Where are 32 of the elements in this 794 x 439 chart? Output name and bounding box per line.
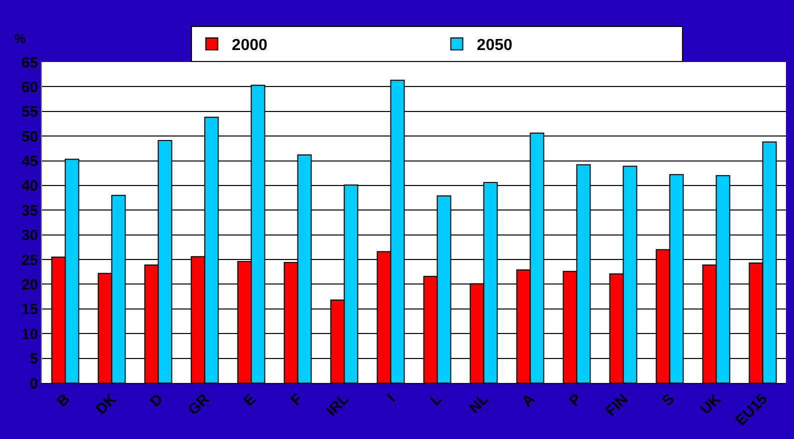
y-tick-label: 35 <box>21 202 38 220</box>
y-tick-label: 0 <box>30 375 38 392</box>
x-tick-label: B <box>54 390 74 410</box>
y-tick-label: 30 <box>21 227 38 244</box>
y-tick-label: 5 <box>30 350 38 368</box>
y-tick-label: 25 <box>21 252 38 269</box>
y-tick-label: 50 <box>21 128 38 146</box>
x-tick-label: A <box>518 390 538 410</box>
x-tick-label: UK <box>697 390 724 418</box>
x-tick-label: D <box>146 390 166 410</box>
x-tick-label: S <box>658 390 678 410</box>
x-tick-label: L <box>426 390 446 410</box>
x-tick-label: NL <box>466 390 492 417</box>
y-tick-label: 20 <box>21 276 38 294</box>
x-tick-label: FIN <box>602 390 632 420</box>
y-axis-title: % <box>14 31 26 46</box>
y-tick-label: 65 <box>21 54 38 72</box>
x-tick-label: I <box>384 390 399 406</box>
legend-label: 2000 <box>232 37 268 54</box>
x-tick-label: P <box>566 390 585 410</box>
x-tick-label: IRL <box>323 390 352 420</box>
y-tick-label: 10 <box>21 326 38 343</box>
x-tick-label: F <box>287 390 306 410</box>
legend-label: 2050 <box>476 37 512 54</box>
x-tick-label: E <box>240 390 260 410</box>
x-tick-label: GR <box>184 390 213 419</box>
y-tick-label: 55 <box>21 104 38 121</box>
y-tick-label: 60 <box>21 78 38 96</box>
y-tick-label: 45 <box>21 153 38 170</box>
x-tick-label: DK <box>92 390 120 418</box>
y-tick-label: 40 <box>21 178 38 195</box>
y-tick-label: 15 <box>21 301 38 318</box>
